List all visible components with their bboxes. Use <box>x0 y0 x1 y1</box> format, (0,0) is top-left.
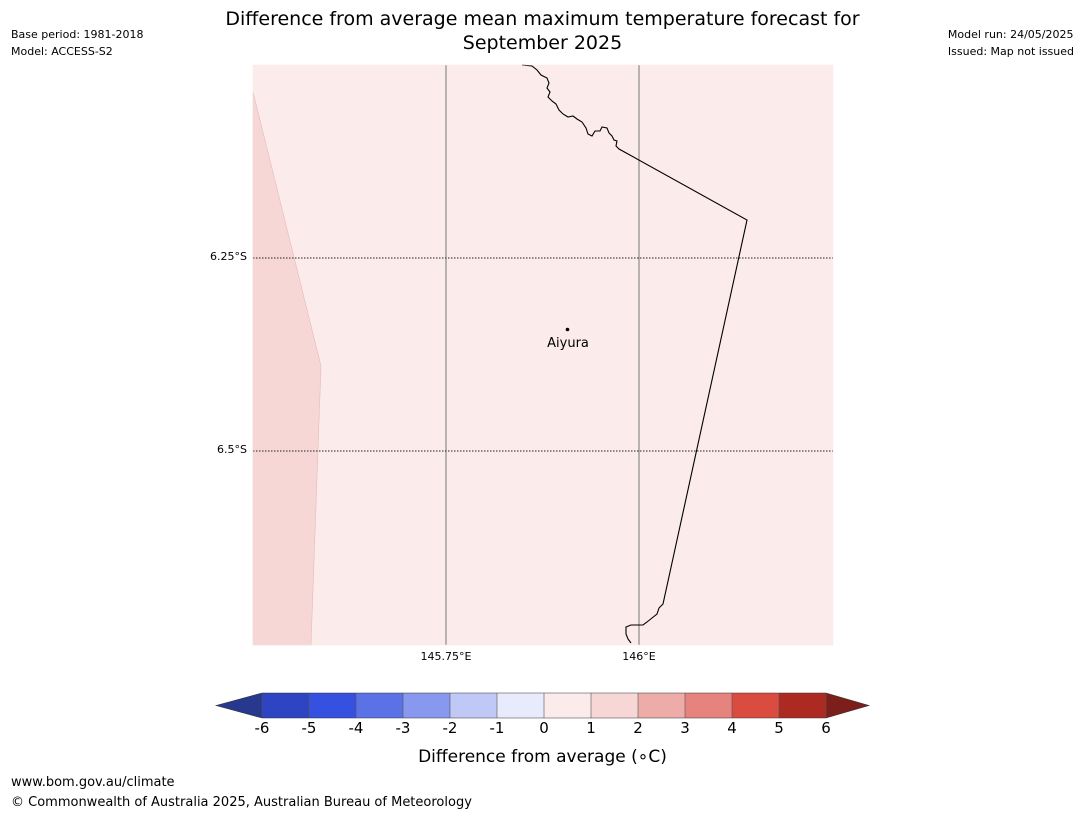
colorbar-tick-label: 3 <box>680 719 690 737</box>
colorbar-tick-label: 2 <box>633 719 643 737</box>
colorbar-outline <box>214 692 871 719</box>
colorbar-swatch <box>262 693 309 718</box>
colorbar-tick-label: 0 <box>539 719 549 737</box>
map-title-line1: Difference from average mean maximum tem… <box>225 8 860 30</box>
latitude-label-6-5: 6.5°S <box>217 443 247 456</box>
longitude-label-145-75: 145.75°E <box>420 650 472 663</box>
base-period-text: Base period: 1981-2018 <box>11 28 144 41</box>
colorbar-swatch <box>497 693 544 718</box>
colorbar-tick-label: -4 <box>348 719 364 737</box>
colorbar-tick-label: 1 <box>586 719 596 737</box>
colorbar-tick-label: 4 <box>727 719 737 737</box>
footer-url: www.bom.gov.au/climate <box>11 775 175 790</box>
colorbar-tick-label: 5 <box>774 719 784 737</box>
latitude-label-6-25: 6.25°S <box>210 250 247 263</box>
colorbar-swatch <box>685 693 732 718</box>
colorbar-swatch <box>403 693 450 718</box>
colorbar-tick-label: 6 <box>821 719 831 737</box>
colorbar-extend-high <box>826 693 869 718</box>
map-title: Difference from average mean maximum tem… <box>150 7 935 55</box>
colorbar-tick-label: -2 <box>442 719 458 737</box>
colorbar-label: Difference from average (∘C) <box>418 747 667 767</box>
colorbar-extend-low <box>216 693 262 718</box>
colorbar-tick-label: -3 <box>395 719 411 737</box>
colorbar-swatch <box>591 693 638 718</box>
colorbar-swatch <box>732 693 779 718</box>
map-frame <box>252 64 834 646</box>
colorbar-swatch <box>544 693 591 718</box>
header-metadata-left: Base period: 1981-2018 Model: ACCESS-S2 <box>11 26 143 60</box>
colorbar-tick-label: -6 <box>254 719 270 737</box>
model-run-text: Model run: 24/05/2025 <box>947 28 1074 41</box>
longitude-label-146: 146°E <box>622 650 656 663</box>
place-label-aiyura: Aiyura <box>547 336 589 351</box>
aiyura-marker <box>565 327 570 332</box>
colorbar-swatch <box>779 693 826 718</box>
forecast-map <box>252 64 834 646</box>
header-metadata-right: Model run: 24/05/2025 Issued: Map not is… <box>948 26 1074 60</box>
footer-copyright: © Commonwealth of Australia 2025, Austra… <box>11 795 472 810</box>
province-boundary <box>521 64 748 644</box>
colorbar-tick-label: -5 <box>301 719 317 737</box>
colorbar-swatch <box>309 693 356 718</box>
anomaly-band-0-to-1 <box>253 65 833 645</box>
map-title-line2: September 2025 <box>462 32 623 54</box>
colorbar-swatch <box>450 693 497 718</box>
colorbar-swatch <box>356 693 403 718</box>
model-text: Model: ACCESS-S2 <box>11 45 113 58</box>
issued-text: Issued: Map not issued <box>947 45 1074 58</box>
colorbar-swatch <box>638 693 685 718</box>
colorbar-tick-label: -1 <box>489 719 505 737</box>
